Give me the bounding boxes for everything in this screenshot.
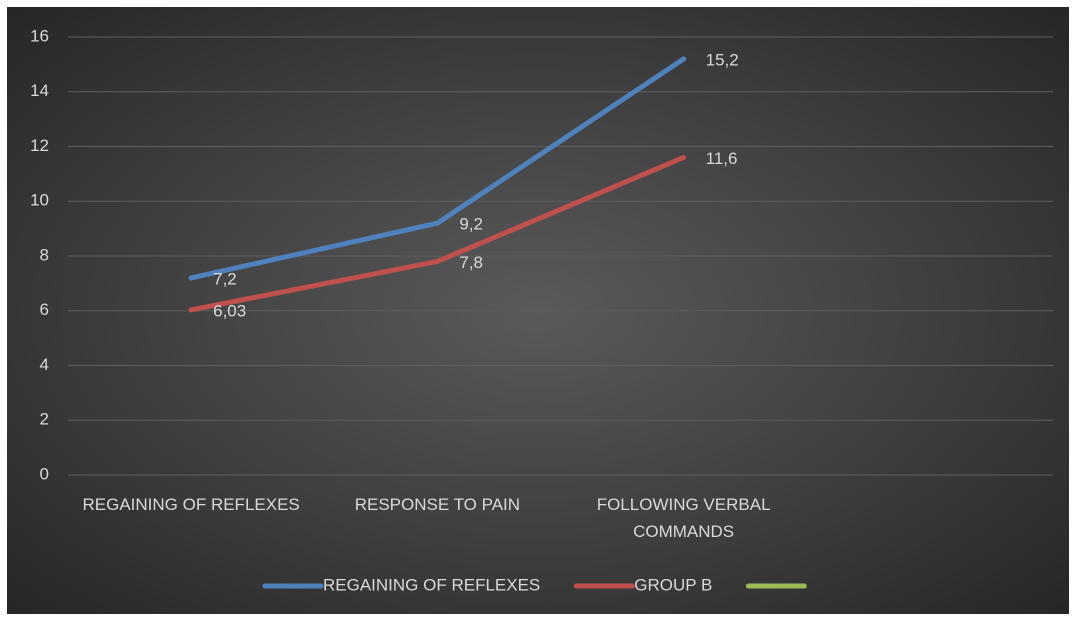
- y-tick-label: 14: [30, 81, 49, 100]
- series-line: [188, 56, 687, 281]
- legend-label: REGAINING OF REFLEXES: [323, 575, 540, 594]
- chart: 0 2 4 6 8 10 12 14 16 7,2 9,2 15,2 6,03 7,8 11,6 REGAIN…: [7, 7, 1069, 614]
- data-label: 7,2: [213, 269, 237, 288]
- y-tick-label: 2: [40, 410, 49, 429]
- y-tick-label: 6: [40, 300, 49, 319]
- data-label: 7,8: [459, 253, 483, 272]
- y-tick-label: 10: [30, 191, 49, 210]
- data-label: 6,03: [213, 301, 246, 320]
- y-tick-label: 8: [40, 245, 49, 264]
- data-label: 15,2: [706, 50, 739, 69]
- x-tick-label: FOLLOWING VERBAL COMMANDS: [596, 495, 771, 541]
- data-label: 9,2: [459, 215, 483, 234]
- series-line: [188, 154, 687, 313]
- data-label: 11,6: [706, 149, 738, 168]
- y-tick-label: 4: [40, 355, 49, 374]
- legend-label: GROUP B: [634, 575, 712, 594]
- y-tick-label: 12: [30, 136, 49, 155]
- x-tick-label: REGAINING OF REFLEXES: [82, 495, 300, 514]
- x-tick-label: RESPONSE TO PAIN: [354, 495, 521, 514]
- y-tick-label: 16: [30, 26, 49, 45]
- y-tick-label: 0: [40, 464, 49, 483]
- chart-svg: 0 2 4 6 8 10 12 14 16 7,2 9,2 15,2 6,03 7,8 11,6 REGAIN…: [30, 26, 1053, 594]
